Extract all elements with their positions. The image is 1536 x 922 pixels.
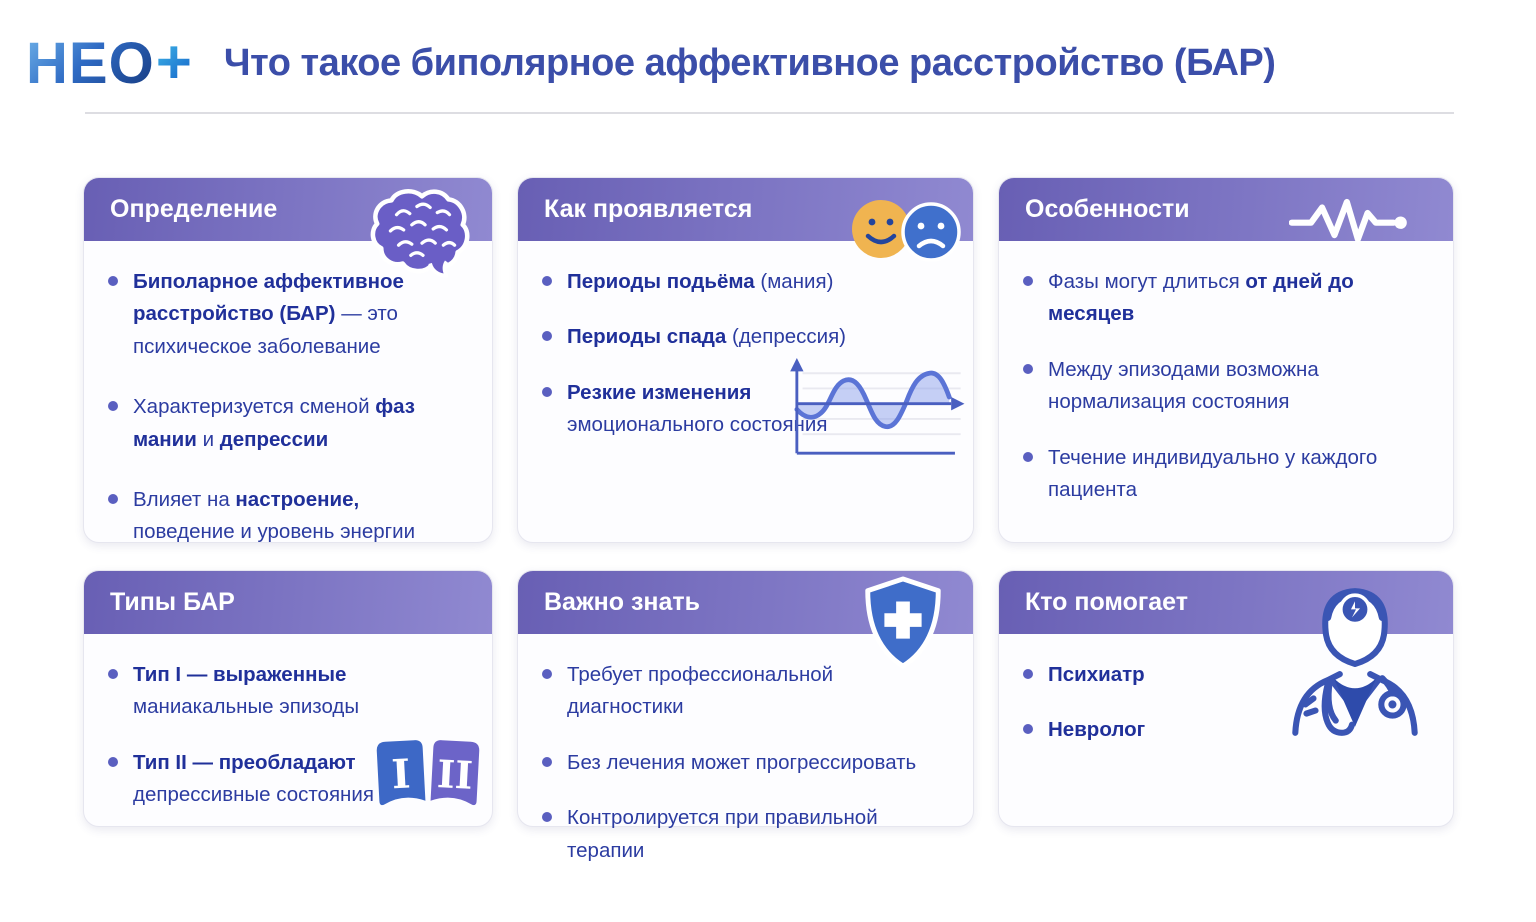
bullet-item: Тип I — выраженные маниакальные эпизоды [108, 659, 466, 724]
logo-text: НЕО [26, 31, 155, 96]
card-title: Важно знать [544, 588, 701, 616]
bullet-item: Течение индивидуально у каждого пациента [1023, 442, 1427, 507]
bullet-text: Периоды подьёма (мания) [567, 270, 834, 293]
bullet-dot [1023, 363, 1033, 374]
bullet-item: Без лечения может прогрессировать [542, 747, 947, 779]
card-title: Особенности [1025, 195, 1190, 223]
badge-type-1: I [390, 750, 411, 798]
cards-grid: Определение Биполарное аффективное расст… [83, 177, 1454, 862]
bullet-item: Невролог [1023, 714, 1427, 746]
neo-plus-logo: НЕО + [26, 32, 192, 94]
title-divider [85, 112, 1454, 114]
bullet-text: Тип I — выраженные маниакальные эпизоды [133, 663, 360, 719]
card-who-helps: Кто помогает Психиатр Невроло [998, 570, 1454, 827]
pulse-icon [1289, 198, 1407, 243]
bullet-text: Биполарное аффективное расстройство (БАР… [133, 270, 404, 358]
card-title: Как проявляется [544, 195, 753, 223]
card-title: Типы БАР [110, 588, 235, 616]
card-types-body: Тип I — выраженные маниакальные эпизоды Т… [84, 634, 492, 845]
bullet-list: Психиатр Невролог [1023, 659, 1427, 747]
bullet-list: Тип I — выраженные маниакальные эпизоды Т… [108, 659, 466, 812]
card-how-it-manifests: Как проявляется Периоды подьёма (мания) П… [517, 177, 974, 543]
logo-plus-icon: + [155, 28, 192, 97]
bullet-text: Резкие изменения эмоционального состояни… [567, 380, 828, 437]
page-title: Что такое биполярное аффективное расстро… [223, 41, 1276, 84]
mood-faces-icon [852, 200, 961, 262]
type-badges-icon: I II [376, 740, 480, 806]
bullet-list: Периоды подьёма (мания) Периоды спада (де… [542, 266, 947, 442]
card-features-header: Особенности [999, 178, 1453, 241]
bullet-dot [108, 276, 118, 286]
bullet-item: Между эпизодами возможна нормализация со… [1023, 354, 1427, 419]
bullet-text: Течение индивидуально у каждого пациента [1048, 445, 1378, 501]
top-bar: НЕО + Что такое биполярное аффективное р… [0, 0, 1536, 110]
card-title: Определение [110, 195, 278, 223]
bullet-dot [542, 812, 552, 823]
card-how-body: Периоды подьёма (мания) Периоды спада (де… [518, 241, 973, 475]
badge-type-2: II [436, 751, 474, 798]
card-definition: Определение Биполарное аффективное расст… [83, 177, 493, 543]
bullet-item: Психиатр [1023, 659, 1427, 691]
bullet-text: Психиатр [1048, 663, 1145, 686]
bullet-dot [542, 331, 552, 342]
bullet-list: Требует профессиональной диагностики Без … [542, 659, 947, 867]
bullet-text: Характеризуется сменой фаз мании и депре… [133, 395, 415, 451]
mood-wave-chart-icon [790, 358, 965, 455]
bullet-item: Характеризуется сменой фаз мании и депре… [108, 391, 466, 456]
bullet-dot [108, 493, 118, 504]
card-features-body: Фазы могут длиться от дней до месяцев Меж… [999, 241, 1453, 539]
bullet-item: Резкие изменения эмоционального состояни… [542, 377, 947, 442]
bullet-list: Фазы могут длиться от дней до месяцев Меж… [1023, 266, 1427, 506]
bullet-item: Требует профессиональной диагностики [542, 659, 947, 724]
card-who-body: Психиатр Невролог [999, 634, 1453, 780]
bullet-item: Периоды спада (депрессия) [542, 321, 947, 353]
card-types-header: Типы БАР [84, 571, 492, 634]
bullet-dot [1023, 724, 1033, 735]
card-types: Типы БАР Тип I — выраженные маниакальные… [83, 570, 493, 827]
bullet-text: Требует профессиональной диагностики [567, 663, 834, 719]
bullet-dot [108, 756, 118, 767]
shield-cross-icon [865, 576, 941, 669]
bullet-dot [542, 386, 552, 397]
bullet-dot [108, 669, 118, 679]
bullet-dot [108, 401, 118, 412]
card-title: Кто помогает [1025, 588, 1189, 616]
bullet-text: Тип II — преобладают депрессивные состоя… [133, 750, 374, 807]
card-definition-body: Биполарное аффективное расстройство (БАР… [84, 241, 492, 587]
bullet-dot [542, 756, 552, 767]
bullet-list: Биполарное аффективное расстройство (БАР… [108, 266, 466, 549]
bullet-item: Биполарное аффективное расстройство (БАР… [108, 266, 466, 363]
bullet-text: Без лечения может прогрессировать [567, 750, 917, 774]
doctor-icon [1292, 588, 1418, 736]
card-important: Важно знать Требует профессиональной диа… [517, 570, 974, 862]
bullet-text: Невролог [1048, 718, 1146, 742]
bullet-item: Периоды подьёма (мания) [542, 266, 947, 298]
bullet-text: Контролируется при правильной терапии [567, 806, 878, 862]
bullet-text: Влияет на настроение, поведение и уровен… [133, 487, 416, 544]
bullet-dot [1023, 669, 1033, 679]
bullet-dot [542, 669, 552, 679]
bullet-text: Между эпизодами возможна нормализация со… [1048, 357, 1319, 414]
bullet-text: Фазы могут длиться от дней до месяцев [1048, 270, 1354, 326]
card-features: Особенности Фазы могут длиться от дней д… [998, 177, 1454, 543]
bullet-item: Фазы могут длиться от дней до месяцев [1023, 266, 1427, 331]
bullet-item: Контролируется при правильной терапии [542, 802, 947, 867]
brain-icon [370, 189, 470, 278]
bullet-dot [1023, 451, 1033, 462]
bullet-item: Влияет на настроение, поведение и уровен… [108, 484, 466, 549]
bullet-dot [1023, 276, 1033, 286]
bullet-item: Тип II — преобладают депрессивные состоя… [108, 747, 466, 812]
bullet-dot [542, 276, 552, 286]
card-important-body: Требует профессиональной диагностики Без … [518, 634, 973, 900]
bullet-text: Периоды спада (депрессия) [567, 325, 846, 349]
